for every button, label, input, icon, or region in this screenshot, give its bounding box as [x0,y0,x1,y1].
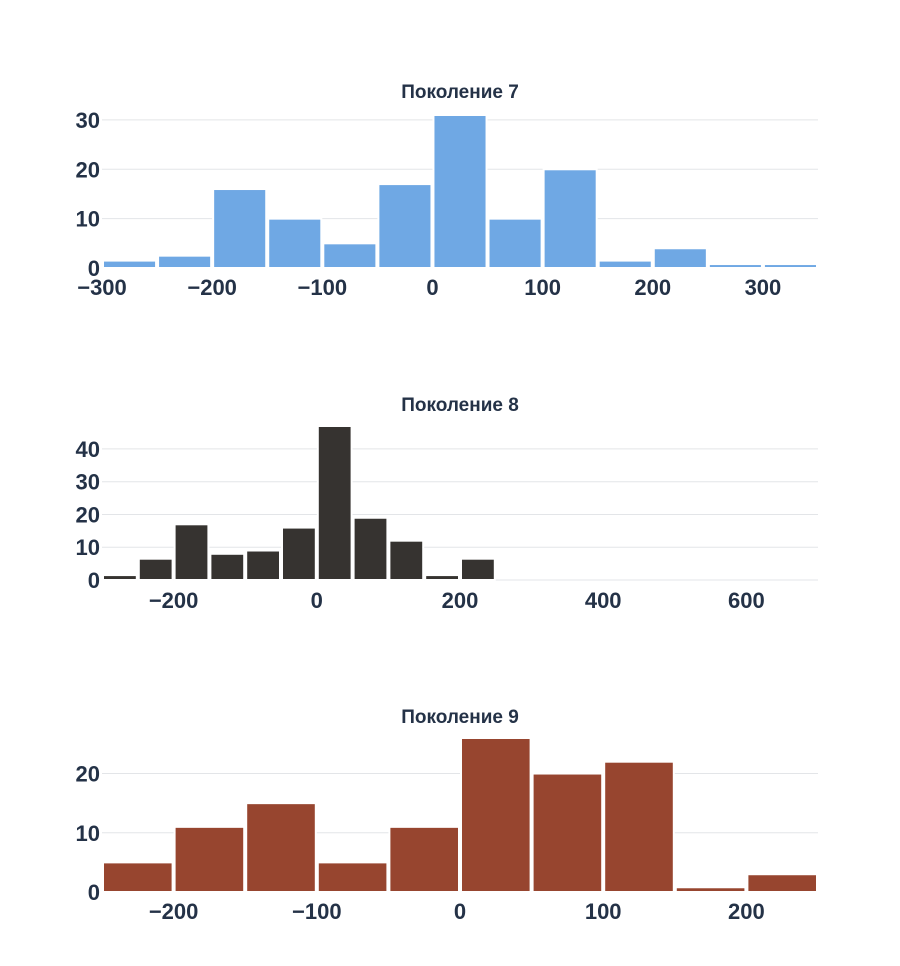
y-tick-label: 20 [76,502,100,527]
histogram-bar [102,259,158,269]
histogram-generation-9: Поколение 9 0 10 20 −200 −100 0 100 200 [0,640,900,960]
y-tick-label: 30 [76,108,100,133]
histogram-bar [460,557,496,582]
x-tick-label: −200 [149,588,199,613]
histogram-bar [173,523,210,581]
y-tick-label: 20 [76,762,100,787]
histogram-bar [432,114,488,269]
x-tick-label: 600 [728,588,765,613]
y-tick-label: 10 [76,821,100,846]
x-tick-label: 100 [524,275,561,300]
x-tick-label: −100 [298,275,348,300]
x-tick-label: 200 [442,588,479,613]
histogram-bar [137,557,174,582]
y-tick-label: 0 [88,880,100,905]
histogram-bar [388,539,425,581]
histogram-bar [707,263,763,269]
y-tick-label: 0 [88,568,100,593]
y-tick-label: 40 [76,437,100,462]
histogram-bar [652,247,708,270]
x-tick-label: −200 [149,899,199,924]
histogram-bar [267,217,323,269]
y-tick-label: 20 [76,157,100,182]
histogram-bar [377,183,433,269]
x-tick-label: −300 [77,275,127,300]
histogram-bar [762,263,819,269]
histogram-bar [245,549,281,581]
histogram-bar [746,873,819,894]
histogram-bar [603,760,675,893]
histogram-bar [102,574,138,582]
x-tick-label: −100 [292,899,342,924]
histogram-bar [388,825,460,894]
histogram-bar [597,259,653,269]
y-tick-label: 30 [76,470,100,495]
histogram-bar [173,825,246,894]
histogram-bar [322,242,378,270]
histogram-bar [316,425,353,581]
histogram-generation-8: Поколение 8 0 10 20 30 40 −200 0 200 400 600 [0,330,900,630]
histogram-generation-7: Поколение 7 0 10 20 30 −300 −200 −100 0 100 200 300 [0,0,900,310]
histogram-bar [460,737,532,893]
histogram-bar [209,552,246,581]
histogram-svg: Поколение 7 0 10 20 30 −300 −200 −100 0 100 200 300 [76,82,819,300]
histogram-bar [281,526,317,581]
chart-title: Поколение 9 [401,707,519,728]
x-tick-label: 100 [585,899,622,924]
chart-title: Поколение 8 [401,395,519,416]
x-tick-label: 0 [426,275,438,300]
chart-title: Поколение 7 [401,82,519,103]
x-tick-label: 0 [454,899,466,924]
histogram-svg: Поколение 8 0 10 20 30 40 −200 0 200 400 600 [76,395,818,613]
x-tick-label: −200 [187,275,237,300]
histogram-bar [157,254,213,269]
y-tick-label: 10 [76,207,100,232]
histogram-bar [424,574,461,582]
histogram-svg: Поколение 9 0 10 20 −200 −100 0 100 200 [76,707,819,924]
x-tick-label: 300 [745,275,782,300]
histogram-bar [212,188,268,269]
x-tick-label: 200 [728,899,765,924]
histogram-bar [102,861,174,893]
histogram-bar [316,861,389,893]
x-tick-label: 200 [634,275,671,300]
histogram-bar [542,168,598,270]
x-tick-label: 0 [311,588,323,613]
histogram-bar [352,516,389,581]
histogram-bar [531,772,604,894]
y-tick-label: 0 [88,256,100,281]
y-tick-label: 10 [76,535,100,560]
histogram-bar [487,217,543,269]
histogram-bar [245,802,317,893]
x-tick-label: 400 [585,588,622,613]
histogram-bar [674,886,747,893]
